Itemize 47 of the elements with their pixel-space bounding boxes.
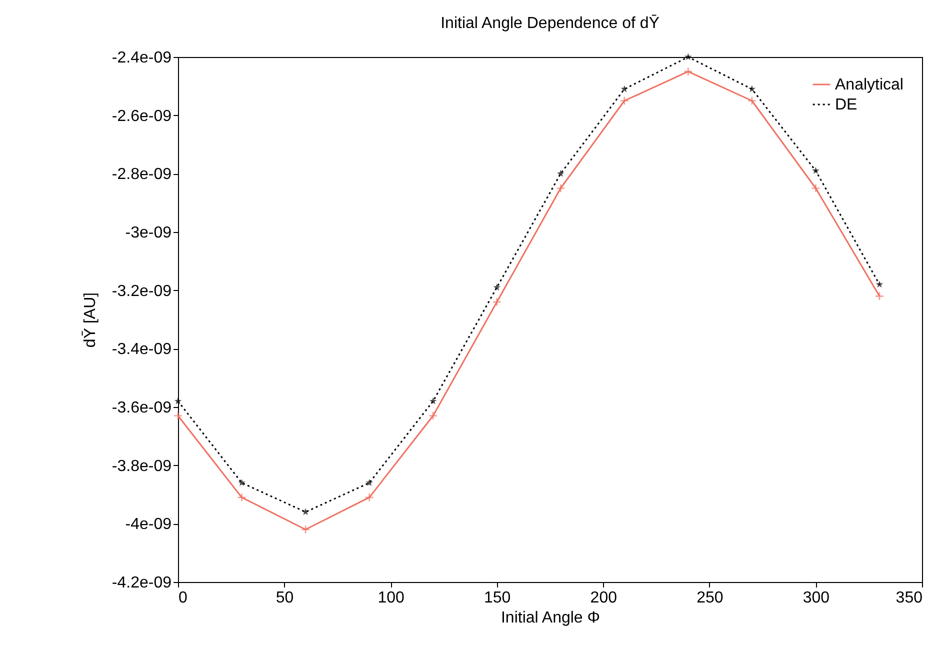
y-tick-label: -2.8e-09 [112,166,172,184]
point [876,280,884,288]
y-tick-label: -3.8e-09 [112,458,172,475]
y-tick-label: -3.6e-09 [112,400,172,416]
y-tick-label: -4e-09 [125,516,172,534]
y-axis-title: dȲ [AU] [80,292,99,348]
point [556,184,566,193]
point [492,297,502,307]
y-tick-label: -3e-09 [125,224,172,242]
point [428,411,438,420]
y-tick-label: -2.6e-09 [112,108,172,125]
point [812,166,820,174]
x-tick-label: 250 [696,590,724,606]
x-tick-label: 150 [484,590,511,606]
point [556,170,564,177]
legend-label: Analytical [835,76,904,94]
point [429,397,437,404]
x-tick-label: 50 [276,590,294,606]
x-tick-label: 100 [378,590,405,606]
y-tick-label: -2.4e-09 [112,50,172,66]
x-tick-label: 200 [590,590,618,606]
point [620,96,629,106]
point [301,524,310,534]
point [364,492,374,502]
point [620,85,628,92]
point [874,292,884,301]
point [748,85,756,92]
point [173,411,183,420]
point [366,478,373,486]
chart-title: Initial Angle Dependence of dȲ [440,14,660,32]
x-tick-label: 300 [802,590,830,606]
legend-label: DE [835,96,858,114]
point [747,96,756,106]
point [684,67,693,76]
point [493,284,501,291]
point [811,184,820,193]
point [684,53,692,60]
x-axis-title: Initial Angle Φ [500,610,600,626]
x-tick-label: 0 [178,590,188,606]
point [174,397,182,404]
point [237,492,246,502]
x-tick-label: 350 [896,590,923,606]
point [238,478,246,486]
y-tick-label: -4.2e-09 [112,574,172,592]
y-tick-label: -3.4e-09 [112,341,172,358]
y-tick-label: -3.2e-09 [112,282,172,300]
point [302,508,310,516]
